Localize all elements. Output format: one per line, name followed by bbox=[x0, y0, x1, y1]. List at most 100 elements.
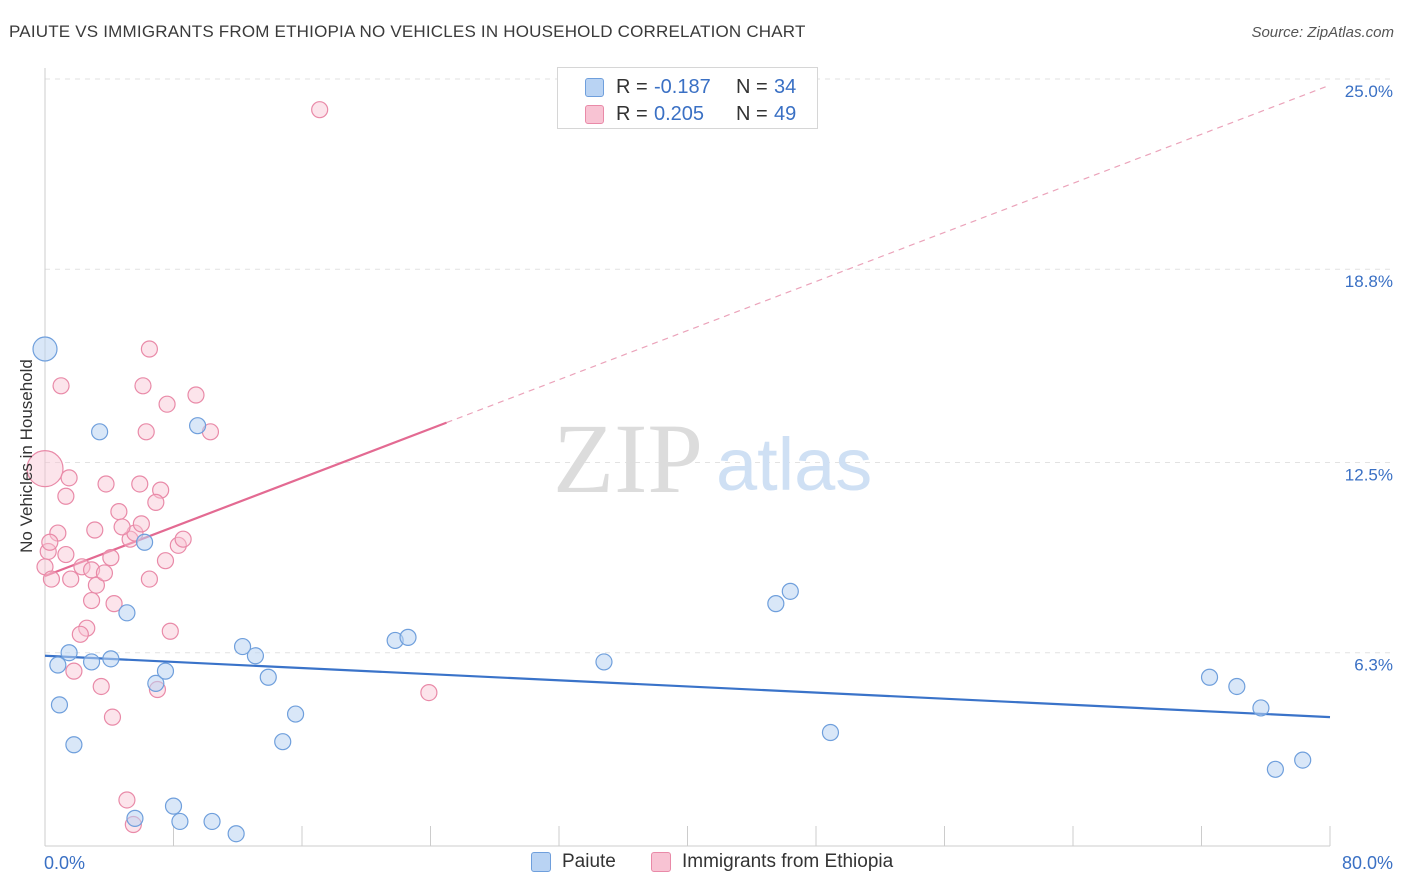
point-ethiopia bbox=[174, 530, 192, 548]
trend-line-ethiopia bbox=[44, 421, 447, 578]
point-ethiopia bbox=[118, 791, 136, 809]
tick-labels: 6.3% 12.5% 18.8% 25.0% 0.0% 80.0% bbox=[44, 82, 1393, 873]
point-paiute bbox=[1294, 751, 1312, 769]
point-paiute bbox=[781, 582, 799, 600]
point-ethiopia bbox=[62, 570, 80, 588]
point-ethiopia bbox=[134, 377, 152, 395]
point-paiute bbox=[171, 812, 189, 831]
point-ethiopia bbox=[105, 595, 123, 613]
y-tick-label: 25.0% bbox=[1345, 82, 1393, 101]
legend-r-value: 0.205 bbox=[654, 102, 705, 125]
point-ethiopia bbox=[73, 558, 91, 576]
source-label: Source: ZipAtlas.com bbox=[1251, 24, 1394, 41]
point-paiute bbox=[49, 656, 67, 674]
point-paiute bbox=[118, 604, 136, 622]
point-ethiopia bbox=[103, 708, 122, 726]
legend-n-value: 34 bbox=[774, 75, 797, 98]
point-ethiopia bbox=[52, 377, 70, 395]
point-paiute bbox=[1228, 677, 1246, 696]
correlation-legend: R = -0.187 N = 34 R = 0.205 N = 49 bbox=[557, 67, 818, 129]
watermark-zip: ZIP bbox=[553, 403, 703, 514]
watermark: ZIP atlas bbox=[553, 403, 872, 514]
legend-row-ethiopia: R = 0.205 N = 49 bbox=[585, 101, 796, 127]
x-tick-label: 0.0% bbox=[44, 853, 85, 873]
point-ethiopia bbox=[82, 591, 101, 610]
x-tick-label: 80.0% bbox=[1342, 853, 1393, 873]
watermark-atlas: atlas bbox=[716, 423, 872, 506]
point-ethiopia bbox=[158, 395, 176, 413]
point-ethiopia bbox=[26, 450, 64, 488]
point-paiute bbox=[82, 653, 101, 671]
trend-lines bbox=[44, 84, 1331, 719]
point-ethiopia bbox=[41, 533, 59, 551]
point-ethiopia bbox=[137, 423, 155, 441]
point-ethiopia bbox=[42, 570, 61, 588]
point-ethiopia bbox=[311, 101, 329, 119]
point-ethiopia bbox=[78, 619, 96, 637]
point-ethiopia bbox=[71, 625, 89, 643]
trend-line-paiute bbox=[44, 654, 1331, 719]
point-ethiopia bbox=[420, 683, 438, 702]
point-paiute bbox=[1266, 760, 1284, 778]
point-paiute bbox=[274, 733, 292, 751]
point-paiute bbox=[1200, 668, 1219, 686]
data-points bbox=[26, 101, 1312, 843]
point-ethiopia bbox=[156, 552, 175, 570]
point-ethiopia bbox=[95, 564, 114, 582]
legend-n-label: N = bbox=[736, 102, 768, 125]
point-ethiopia bbox=[82, 561, 101, 579]
point-ethiopia bbox=[97, 475, 115, 493]
point-ethiopia bbox=[187, 386, 205, 404]
point-paiute bbox=[102, 650, 120, 668]
point-paiute bbox=[164, 797, 183, 815]
point-paiute bbox=[91, 423, 109, 441]
point-paiute bbox=[65, 736, 83, 754]
point-ethiopia bbox=[102, 549, 120, 567]
point-paiute bbox=[50, 696, 69, 714]
legend-r-value: -0.187 bbox=[654, 75, 711, 98]
point-paiute bbox=[32, 336, 58, 362]
legend-label-ethiopia: Immigrants from Ethiopia bbox=[682, 851, 894, 872]
point-paiute bbox=[233, 637, 252, 656]
point-ethiopia bbox=[113, 518, 131, 536]
point-ethiopia bbox=[87, 576, 106, 594]
legend-swatch-ethiopia bbox=[651, 852, 671, 872]
point-ethiopia bbox=[65, 662, 83, 680]
point-paiute bbox=[147, 674, 165, 692]
point-paiute bbox=[135, 533, 154, 551]
legend-n-label: N = bbox=[736, 75, 768, 98]
point-ethiopia bbox=[110, 502, 128, 521]
point-ethiopia bbox=[57, 487, 75, 505]
point-ethiopia bbox=[57, 545, 75, 564]
point-ethiopia bbox=[60, 469, 78, 487]
legend-r-label: R = bbox=[616, 102, 648, 125]
trend-line-ethiopia-extension bbox=[446, 84, 1331, 424]
point-paiute bbox=[246, 647, 265, 665]
point-ethiopia bbox=[147, 493, 165, 511]
point-paiute bbox=[227, 825, 245, 843]
y-tick-label: 12.5% bbox=[1345, 466, 1393, 485]
point-paiute bbox=[595, 653, 613, 671]
point-paiute bbox=[821, 723, 840, 742]
y-axis-label: No Vehicles in Household bbox=[17, 359, 36, 553]
legend-swatch-paiute bbox=[585, 77, 604, 97]
point-ethiopia bbox=[161, 622, 179, 640]
legend-row-paiute: R = -0.187 N = 34 bbox=[585, 74, 796, 100]
series-legend: Paiute Immigrants from Ethiopia bbox=[0, 851, 1406, 877]
y-tick-label: 6.3% bbox=[1354, 656, 1393, 675]
legend-label-paiute: Paiute bbox=[562, 851, 616, 872]
point-ethiopia bbox=[140, 570, 159, 588]
point-ethiopia bbox=[92, 677, 110, 696]
legend-item-paiute: Paiute bbox=[531, 851, 616, 873]
legend-n-value: 49 bbox=[774, 102, 797, 125]
grid-lines bbox=[45, 78, 1395, 654]
point-ethiopia bbox=[86, 521, 104, 539]
point-paiute bbox=[259, 668, 277, 686]
y-tick-label: 18.8% bbox=[1345, 272, 1393, 291]
point-paiute bbox=[126, 809, 144, 827]
chart-title: PAIUTE VS IMMIGRANTS FROM ETHIOPIA NO VE… bbox=[9, 22, 806, 41]
legend-swatch-ethiopia bbox=[585, 104, 604, 124]
point-ethiopia bbox=[132, 515, 150, 533]
point-ethiopia bbox=[131, 475, 149, 493]
